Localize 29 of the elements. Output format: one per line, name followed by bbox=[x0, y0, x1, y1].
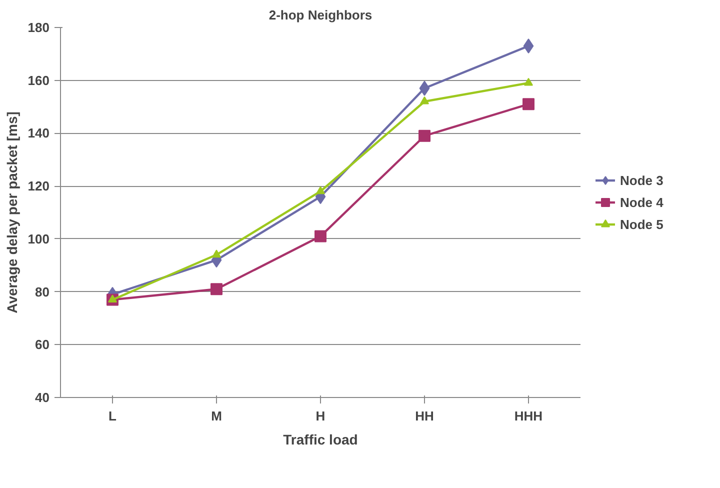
y-tick-label: 140 bbox=[28, 126, 50, 141]
y-axis-title: Average delay per packet [ms] bbox=[4, 112, 20, 314]
y-tick-label: 60 bbox=[35, 337, 50, 352]
x-tick-label: H bbox=[316, 408, 326, 424]
legend-label: Node 4 bbox=[620, 194, 664, 210]
y-tick-label: 80 bbox=[35, 284, 50, 300]
x-tick-label: HH bbox=[415, 408, 434, 424]
point bbox=[524, 78, 533, 86]
point bbox=[316, 186, 325, 194]
point bbox=[418, 130, 430, 142]
point bbox=[210, 283, 222, 296]
point bbox=[419, 80, 430, 96]
y-tick-label: 120 bbox=[28, 178, 50, 194]
y-tick-label: 100 bbox=[28, 231, 50, 246]
x-axis-title: Traffic load bbox=[283, 432, 358, 448]
point bbox=[212, 250, 221, 258]
legend-label: Node 5 bbox=[620, 216, 664, 232]
point bbox=[522, 98, 534, 110]
x-tick-label: HHH bbox=[514, 408, 543, 424]
y-tick-label: 160 bbox=[28, 72, 50, 88]
point bbox=[523, 38, 534, 54]
x-tick-label: M bbox=[211, 408, 222, 424]
chart-title: 2-hop Neighbors bbox=[268, 8, 372, 22]
legend-label: Node 3 bbox=[620, 172, 664, 188]
y-tick-label: 40 bbox=[35, 390, 50, 405]
x-tick-label: L bbox=[108, 408, 117, 424]
point bbox=[314, 230, 326, 242]
y-tick-label: 180 bbox=[28, 20, 50, 35]
point bbox=[420, 96, 429, 104]
